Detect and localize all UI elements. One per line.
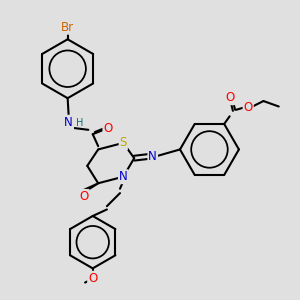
Text: N: N [64, 116, 73, 129]
Text: N: N [119, 170, 128, 183]
Text: O: O [103, 122, 112, 135]
Text: O: O [244, 101, 253, 114]
Text: Br: Br [61, 21, 74, 34]
Text: S: S [120, 136, 127, 149]
Text: H: H [76, 118, 84, 128]
Text: N: N [148, 149, 157, 163]
Text: O: O [88, 272, 98, 285]
Text: O: O [225, 91, 234, 104]
Text: O: O [80, 190, 88, 203]
